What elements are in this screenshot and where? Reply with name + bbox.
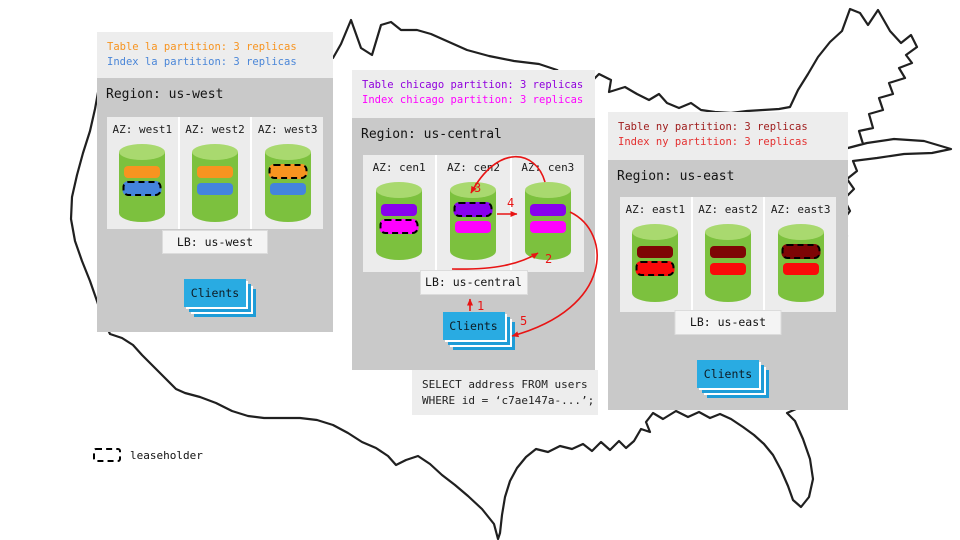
lb-us-central: LB: us-central bbox=[419, 270, 528, 295]
db-node-cylinder bbox=[777, 224, 824, 302]
clients-us-east: Clients bbox=[697, 360, 759, 388]
cylinder-top bbox=[777, 224, 824, 240]
az-cen1: AZ: cen1 bbox=[363, 155, 436, 272]
region-title-us-west: Region: us-west bbox=[106, 87, 224, 102]
index-partition-replica bbox=[122, 181, 162, 196]
index-partition-replica bbox=[635, 261, 675, 276]
legend-index-chicago: Index chicago partition: 3 replicas bbox=[362, 94, 584, 106]
db-node-cylinder bbox=[264, 144, 311, 222]
az-label: AZ: cen1 bbox=[372, 161, 426, 174]
region-box-us-east: Region: us-east AZ: east1 AZ: east2 bbox=[608, 160, 848, 410]
az-row-us-central: AZ: cen1 AZ: cen2 bbox=[363, 155, 584, 272]
partition-legend-us-central: Table chicago partition: 3 replicas Inde… bbox=[352, 70, 595, 118]
legend-table-ny: Table ny partition: 3 replicas bbox=[618, 121, 808, 133]
cylinder-top bbox=[192, 144, 238, 160]
db-node-cylinder bbox=[192, 144, 238, 222]
leaseholder-label: leaseholder bbox=[130, 448, 203, 462]
az-label: AZ: cen3 bbox=[521, 161, 575, 174]
index-partition-replica bbox=[379, 219, 419, 234]
az-east3: AZ: east3 bbox=[765, 197, 837, 312]
cylinder-top bbox=[632, 224, 679, 240]
index-partition-replica bbox=[455, 221, 492, 233]
region-box-us-west: Region: us-west AZ: west1 AZ: west2 bbox=[97, 78, 333, 332]
table-partition-replica bbox=[381, 204, 418, 216]
db-node-cylinder bbox=[705, 224, 751, 302]
table-partition-replica bbox=[529, 204, 566, 216]
table-partition-replica bbox=[710, 246, 746, 258]
table-partition-replica bbox=[197, 166, 233, 178]
az-label: AZ: east3 bbox=[770, 203, 831, 216]
az-west2: AZ: west2 bbox=[179, 117, 251, 229]
az-label: AZ: east2 bbox=[698, 203, 758, 216]
table-partition-replica bbox=[268, 164, 308, 179]
az-label: AZ: west1 bbox=[112, 123, 173, 136]
table-partition-replica bbox=[453, 202, 493, 217]
clients-us-central: Clients bbox=[442, 312, 505, 340]
db-node-cylinder bbox=[376, 182, 423, 260]
index-partition-replica bbox=[782, 263, 819, 275]
lb-us-west: LB: us-west bbox=[162, 230, 268, 254]
index-partition-replica bbox=[269, 183, 306, 195]
az-east1: AZ: east1 bbox=[620, 197, 691, 312]
table-partition-replica bbox=[781, 244, 821, 259]
cylinder-top bbox=[376, 182, 423, 198]
sql-query-line-2: WHERE id = ‘c7ae147a-...’; bbox=[422, 394, 595, 407]
table-partition-replica bbox=[637, 246, 674, 258]
az-row-us-west: AZ: west1 AZ: west2 bbox=[107, 117, 324, 229]
leaseholder-swatch-icon bbox=[93, 448, 121, 462]
legend-index-ny: Index ny partition: 3 replicas bbox=[618, 136, 808, 148]
region-title-us-east: Region: us-east bbox=[617, 169, 735, 184]
partition-legend-us-east: Table ny partition: 3 replicas Index ny … bbox=[608, 112, 848, 160]
az-row-us-east: AZ: east1 AZ: east2 bbox=[620, 197, 837, 312]
db-node-cylinder bbox=[450, 182, 497, 260]
index-partition-replica bbox=[197, 183, 233, 195]
az-west3: AZ: west3 bbox=[252, 117, 324, 229]
region-box-us-central: Region: us-central AZ: cen1 AZ: cen2 bbox=[352, 118, 595, 370]
legend-table-chicago: Table chicago partition: 3 replicas bbox=[362, 79, 584, 91]
cylinder-top bbox=[264, 144, 311, 160]
partition-legend-us-west: Table la partition: 3 replicas Index la … bbox=[97, 32, 333, 78]
sql-query-line-1: SELECT address FROM users bbox=[422, 378, 588, 391]
cylinder-top bbox=[705, 224, 751, 240]
az-label: AZ: west2 bbox=[185, 123, 245, 136]
clients-us-west: Clients bbox=[184, 279, 246, 307]
az-label: AZ: west3 bbox=[257, 123, 318, 136]
az-cen2: AZ: cen2 bbox=[437, 155, 510, 272]
db-node-cylinder bbox=[119, 144, 166, 222]
sql-query-box: SELECT address FROM users WHERE id = ‘c7… bbox=[412, 370, 598, 415]
az-label: AZ: east1 bbox=[625, 203, 686, 216]
lb-us-east: LB: us-east bbox=[674, 310, 782, 335]
db-node-cylinder bbox=[524, 182, 571, 260]
index-partition-replica bbox=[710, 263, 746, 275]
az-label: AZ: cen2 bbox=[447, 161, 500, 174]
az-cen3: AZ: cen3 bbox=[511, 155, 584, 272]
leaseholder-legend: leaseholder bbox=[93, 448, 203, 462]
region-title-us-central: Region: us-central bbox=[361, 127, 502, 142]
db-node-cylinder bbox=[632, 224, 679, 302]
legend-table-la: Table la partition: 3 replicas bbox=[107, 41, 297, 53]
index-partition-replica bbox=[529, 221, 566, 233]
cylinder-top bbox=[119, 144, 166, 160]
cylinder-top bbox=[524, 182, 571, 198]
table-partition-replica bbox=[124, 166, 161, 178]
az-west1: AZ: west1 bbox=[107, 117, 178, 229]
az-east2: AZ: east2 bbox=[692, 197, 764, 312]
legend-index-la: Index la partition: 3 replicas bbox=[107, 56, 297, 68]
